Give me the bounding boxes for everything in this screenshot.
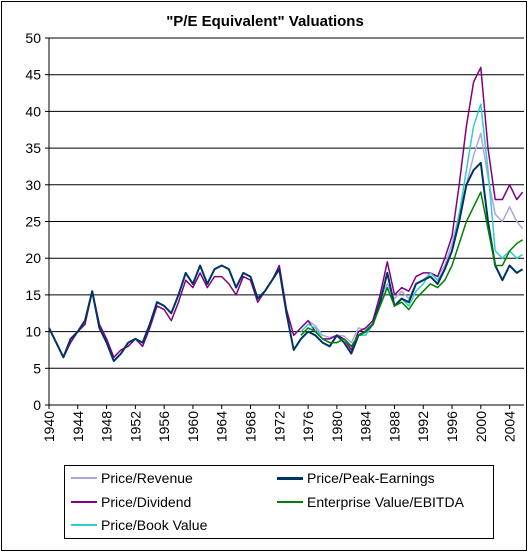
legend-item-price-revenue: Price/Revenue [71, 468, 193, 488]
y-tick-label: 30 [25, 177, 41, 193]
legend-label: Price/Dividend [101, 494, 192, 510]
y-tick-label: 35 [25, 140, 41, 156]
x-tick-label: 1956 [156, 411, 172, 442]
legend: Price/Revenue Price/Dividend Price/Book … [64, 465, 494, 539]
x-tick-label: 1968 [243, 411, 259, 442]
legend-label: Price/Peak-Earnings [307, 470, 435, 486]
x-tick-label: 1980 [329, 411, 345, 442]
x-tick-label: 2004 [502, 411, 518, 442]
legend-swatch [71, 524, 97, 526]
x-tick-label: 1944 [70, 411, 86, 442]
legend-item-price-peak-earnings: Price/Peak-Earnings [277, 468, 435, 488]
y-tick-label: 40 [25, 103, 41, 119]
y-tick-label: 20 [25, 250, 41, 266]
y-axis: 0 5 10 15 20 25 30 35 40 45 50 [25, 30, 50, 413]
legend-swatch [71, 477, 97, 479]
legend-label: Price/Revenue [101, 470, 193, 486]
x-tick-label: 1988 [386, 411, 402, 442]
legend-label: Price/Book Value [101, 517, 208, 533]
y-tick-label: 25 [25, 214, 41, 230]
legend-label: Enterprise Value/EBITDA [307, 494, 464, 510]
x-tick-label: 1984 [358, 411, 374, 442]
y-tick-label: 50 [25, 30, 41, 46]
y-tick-label: 10 [25, 324, 41, 340]
y-tick-label: 45 [25, 67, 41, 83]
chart-title: "P/E Equivalent" Valuations [166, 13, 364, 30]
series-lines [48, 66, 524, 362]
legend-swatch [277, 501, 303, 503]
x-tick-label: 1992 [415, 411, 431, 442]
y-tick-label: 5 [33, 360, 41, 376]
x-tick-label: 1940 [41, 411, 57, 442]
legend-item-enterprise-value-ebitda: Enterprise Value/EBITDA [277, 492, 464, 512]
x-tick-label: 2000 [473, 411, 489, 442]
x-tick-label: 1964 [214, 411, 230, 442]
series-line-3 [48, 161, 524, 362]
x-tick-label: 1972 [271, 411, 287, 442]
x-tick-label: 1948 [99, 411, 115, 442]
legend-swatch [277, 476, 303, 480]
x-tick-label: 1996 [444, 411, 460, 442]
legend-swatch [71, 501, 97, 503]
legend-item-price-dividend: Price/Dividend [71, 492, 191, 512]
y-tick-label: 15 [25, 287, 41, 303]
x-axis: 1940 1944 1948 1952 1956 1960 1964 1968 1972 1976… [41, 404, 524, 442]
x-tick-label: 1952 [127, 411, 143, 442]
legend-item-price-book-value: Price/Book Value [71, 515, 207, 535]
x-tick-label: 1960 [185, 411, 201, 442]
x-tick-label: 1976 [300, 411, 316, 442]
y-tick-label: 0 [33, 397, 41, 413]
series-line-4 [300, 191, 524, 348]
